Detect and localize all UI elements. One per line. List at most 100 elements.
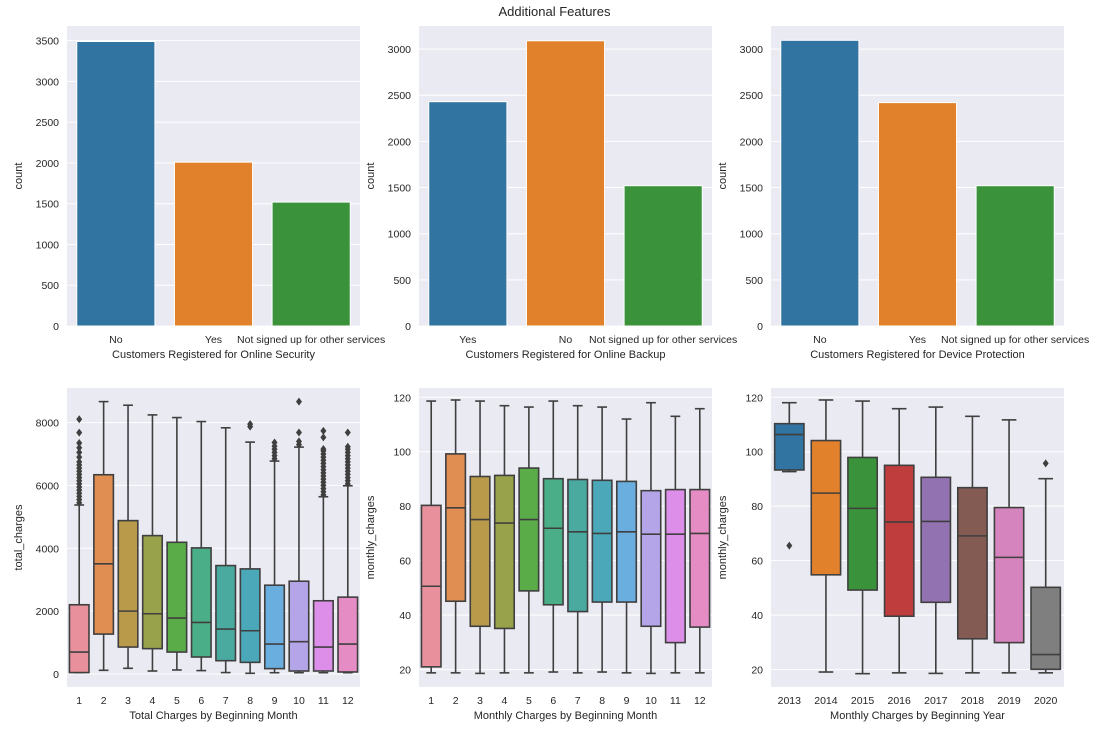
plot-area (67, 388, 360, 687)
x-tick-label: 8 (247, 695, 253, 707)
y-tick-label: 1000 (36, 239, 60, 251)
subplot-2: 0 500 1000 1500 2000 2500 3000 count Customers R… (365, 26, 737, 361)
x-tick-label: Not signed up for other services (589, 334, 737, 346)
x-tick-label: No (559, 334, 573, 346)
bar-yes (428, 101, 508, 327)
x-tick-label: 2019 (997, 695, 1021, 707)
x-tick-label: 2015 (851, 695, 875, 707)
x-tick-label: 2014 (814, 695, 838, 707)
y-tick-label: 500 (745, 275, 763, 287)
x-tick-label: Yes (459, 334, 476, 346)
box-body (337, 596, 359, 673)
x-tick-label: 2020 (1034, 695, 1058, 707)
box-1 (420, 400, 442, 674)
box-body (920, 476, 952, 604)
box-7 (567, 404, 589, 674)
bar-not-signed-up-for-other-services (623, 185, 703, 327)
y-tick-label: 4000 (36, 543, 60, 555)
bar-yes (877, 102, 958, 327)
outlier-marker (76, 438, 83, 447)
y-tick-label: 1500 (36, 199, 60, 211)
plot-area (419, 388, 712, 687)
y-tick-label: 80 (399, 501, 411, 513)
box-4 (493, 404, 516, 674)
box-body (190, 547, 212, 658)
box-body (1030, 586, 1062, 671)
box-body (445, 453, 467, 603)
y-tick-label: 1000 (388, 229, 412, 241)
bar-not-signed-up-for-other-services (271, 201, 351, 327)
x-tick-label: 2013 (778, 695, 802, 707)
box-body (518, 467, 540, 592)
y-axis-label: monthly_charges (365, 495, 377, 579)
y-axis-label: monthly_charges (717, 495, 729, 579)
outlier-marker (271, 438, 278, 447)
box-8 (239, 420, 261, 675)
y-tick-label: 2500 (388, 90, 412, 102)
x-tick-label: Yes (205, 334, 222, 346)
x-tick-label: 5 (526, 695, 532, 707)
bar-no (780, 39, 860, 327)
x-tick-label: 6 (198, 695, 204, 707)
box-8 (591, 406, 613, 673)
box-body (166, 541, 188, 653)
x-tick-label: 2 (453, 695, 459, 707)
box-body (664, 488, 686, 644)
y-tick-label: 40 (751, 610, 763, 622)
outlier-marker (295, 437, 302, 446)
box-body (640, 489, 662, 628)
box-2 (93, 400, 115, 672)
box-2016 (883, 407, 915, 674)
outlier-marker (76, 428, 83, 437)
x-tick-label: No (109, 334, 123, 346)
y-tick-label: 2000 (388, 136, 412, 148)
x-tick-label: 6 (550, 695, 556, 707)
box-body (239, 568, 261, 664)
x-tick-label: 9 (272, 695, 278, 707)
box-6 (542, 400, 564, 673)
y-tick-label: 3000 (740, 44, 764, 56)
x-tick-label: 11 (670, 695, 681, 707)
x-tick-label: 2017 (924, 695, 948, 707)
box-10 (288, 397, 310, 674)
bar-yes (173, 161, 254, 327)
box-3 (469, 400, 491, 675)
box-2018 (956, 415, 988, 674)
x-tick-label: 10 (645, 695, 657, 707)
x-tick-label: 3 (477, 695, 483, 707)
box-body (847, 456, 879, 591)
x-tick-label: 2 (101, 695, 107, 707)
box-body (956, 486, 988, 640)
y-tick-label: 1000 (740, 229, 764, 241)
outlier-marker (247, 420, 254, 429)
box-2020 (1030, 459, 1062, 674)
x-tick-label: 4 (502, 695, 508, 707)
box-10 (640, 401, 662, 675)
y-tick-label: 120 (745, 392, 763, 404)
box-body (312, 599, 334, 672)
x-axis-label: Monthly Charges by Beginning Year (830, 710, 1005, 722)
x-tick-label: 4 (150, 695, 156, 707)
y-tick-label: 0 (53, 321, 59, 333)
box-body (615, 480, 638, 603)
x-tick-label: 12 (342, 695, 354, 707)
x-tick-label: 10 (293, 695, 305, 707)
outlier-marker (76, 443, 83, 452)
x-tick-label: 11 (318, 695, 329, 707)
x-tick-label: 1 (428, 695, 434, 707)
box-body (263, 584, 286, 670)
y-tick-label: 40 (399, 610, 411, 622)
outlier-marker (76, 457, 83, 466)
y-tick-label: 1500 (388, 183, 412, 195)
y-tick-label: 6000 (36, 480, 60, 492)
box-1 (68, 415, 90, 674)
outlier-marker (344, 428, 351, 437)
x-axis-label: Monthly Charges by Beginning Month (474, 710, 657, 722)
x-tick-label: Not signed up for other services (237, 334, 385, 346)
y-tick-label: 3000 (36, 76, 60, 88)
x-tick-label: 8 (599, 695, 605, 707)
y-tick-label: 500 (393, 275, 411, 287)
x-axis-label: Customers Registered for Online Security (112, 349, 315, 361)
y-tick-label: 2000 (740, 136, 764, 148)
box-body (567, 478, 589, 613)
